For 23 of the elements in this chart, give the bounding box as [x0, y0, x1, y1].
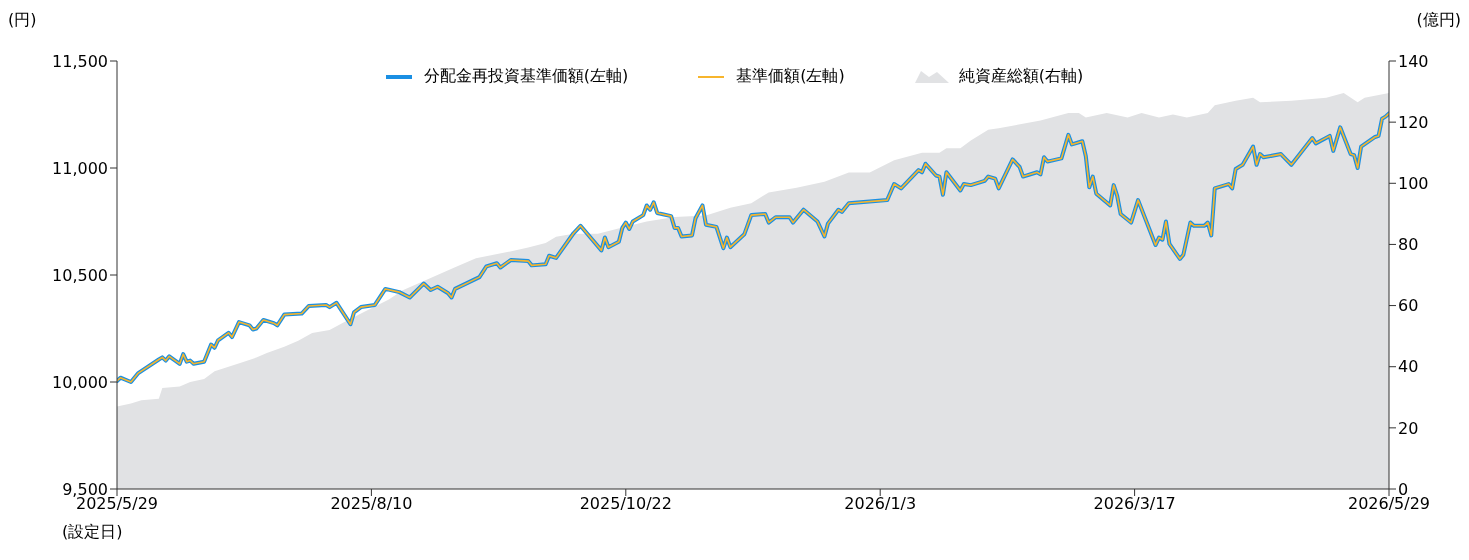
y2-tick-label: 140 [1398, 51, 1429, 71]
y2-axis-title: (億円) [1416, 10, 1461, 31]
y2-tick-label: 100 [1398, 173, 1429, 193]
x-tick-label: 2025/8/10 [330, 494, 413, 514]
x-tick-label: 2026/5/29 [1347, 494, 1431, 514]
y-axis-title: (円) [8, 10, 37, 31]
y-tick-label: 10,000 [52, 372, 108, 392]
y2-tick-label: 60 [1398, 296, 1419, 316]
y2-tick-label: 40 [1398, 357, 1419, 377]
x-tick-label: 2026/1/3 [844, 494, 917, 514]
x-tick-label: 2025/10/22 [579, 494, 672, 514]
legend-label: 基準価額(左軸) [736, 66, 845, 87]
text: (設定日) [62, 522, 123, 543]
y2-tick-label: 120 [1398, 112, 1429, 132]
y2-tick-label: 20 [1398, 418, 1419, 438]
x-tick-label: 2026/3/17 [1093, 494, 1176, 514]
y-tick-label: 9,500 [62, 479, 108, 499]
y-tick-label: 11,500 [52, 51, 108, 71]
y2-tick-label: 80 [1398, 235, 1419, 255]
y-tick-label: 11,000 [52, 158, 108, 178]
y-tick-label: 10,500 [52, 265, 108, 285]
legend-label: 分配金再投資基準価額(左軸) [423, 66, 629, 87]
legend-label: 純資産総額(右軸) [958, 66, 1084, 87]
